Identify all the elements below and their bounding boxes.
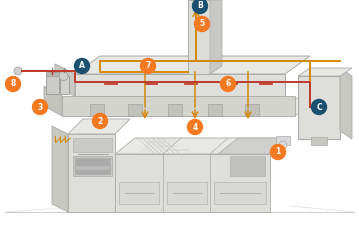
Polygon shape [55,64,75,96]
Text: 1: 1 [275,147,281,157]
Polygon shape [52,126,68,212]
Polygon shape [298,68,352,76]
Polygon shape [210,0,222,74]
FancyBboxPatch shape [276,136,290,145]
Polygon shape [168,104,182,116]
Circle shape [195,17,210,32]
Polygon shape [62,98,315,116]
Polygon shape [115,138,290,154]
Polygon shape [298,76,340,139]
Polygon shape [245,104,259,116]
Circle shape [220,77,236,91]
Polygon shape [128,104,142,116]
FancyBboxPatch shape [46,74,59,94]
Polygon shape [188,0,210,74]
Polygon shape [75,166,110,170]
FancyBboxPatch shape [73,138,112,152]
Text: A: A [79,62,85,70]
FancyBboxPatch shape [60,76,69,94]
Circle shape [279,141,287,149]
Circle shape [187,120,202,135]
Polygon shape [115,154,270,212]
FancyBboxPatch shape [311,137,327,145]
Circle shape [312,99,326,114]
Polygon shape [208,104,222,116]
Circle shape [33,99,47,114]
Polygon shape [218,138,288,154]
Polygon shape [73,156,112,176]
Text: B: B [197,1,203,11]
Text: 7: 7 [145,62,151,70]
Circle shape [59,72,68,80]
Circle shape [192,0,208,14]
Polygon shape [75,56,310,74]
Polygon shape [68,134,115,212]
Circle shape [5,77,20,91]
Polygon shape [62,96,295,116]
Text: 3: 3 [37,102,43,111]
Text: 5: 5 [200,19,205,29]
Polygon shape [90,104,104,116]
FancyBboxPatch shape [167,182,207,204]
Text: 4: 4 [192,123,197,132]
Text: 6: 6 [225,80,230,88]
Polygon shape [44,86,62,116]
Circle shape [270,145,285,160]
Circle shape [140,58,155,73]
Circle shape [14,67,22,75]
Polygon shape [68,119,130,134]
FancyBboxPatch shape [214,182,266,204]
Circle shape [93,113,107,128]
FancyBboxPatch shape [46,72,59,76]
Polygon shape [75,74,285,96]
Text: 8: 8 [10,80,16,88]
Polygon shape [75,158,110,174]
FancyBboxPatch shape [230,156,265,176]
FancyBboxPatch shape [119,182,159,204]
Polygon shape [340,68,352,139]
Text: 2: 2 [97,117,103,125]
Text: C: C [316,102,322,111]
Circle shape [75,58,89,73]
